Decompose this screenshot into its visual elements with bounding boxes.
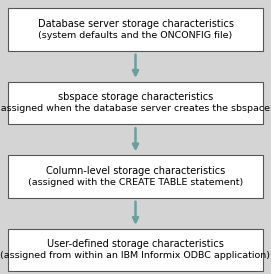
Bar (8, 8, 263, 51)
Text: (assigned when the database server creates the sbspace): (assigned when the database server creat… (0, 104, 271, 113)
Text: (assigned with the CREATE TABLE statement): (assigned with the CREATE TABLE statemen… (28, 178, 243, 187)
Text: Column-level storage characteristics: Column-level storage characteristics (46, 165, 225, 176)
Text: sbspace storage characteristics: sbspace storage characteristics (58, 92, 213, 102)
Bar (8, 82, 263, 124)
Text: User-defined storage characteristics: User-defined storage characteristics (47, 239, 224, 249)
Bar (8, 229, 263, 271)
Text: (system defaults and the ONCONFIG file): (system defaults and the ONCONFIG file) (38, 31, 233, 40)
Bar (8, 155, 263, 198)
Text: Database server storage characteristics: Database server storage characteristics (37, 19, 234, 28)
Text: (assigned from within an IBM Informix ODBC application): (assigned from within an IBM Informix OD… (1, 252, 270, 261)
